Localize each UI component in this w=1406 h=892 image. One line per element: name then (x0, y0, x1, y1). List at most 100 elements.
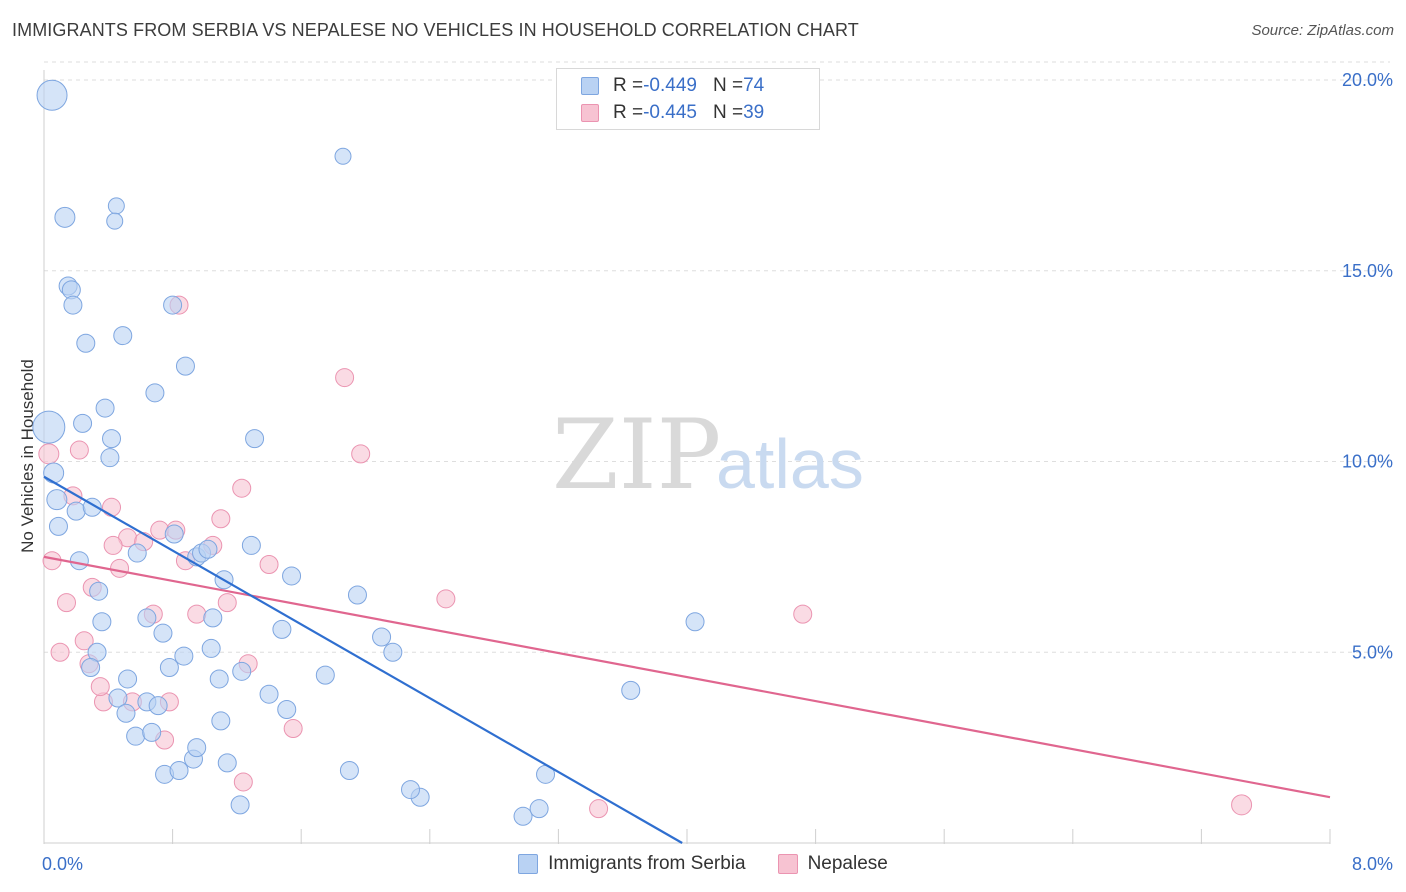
serbia-point (92, 612, 112, 632)
nepalese-points (38, 295, 1253, 819)
serbia-point (113, 326, 133, 346)
serbia-point (89, 581, 109, 601)
serbia-point (81, 658, 101, 678)
serbia-point (95, 398, 115, 418)
serbia-point (282, 566, 302, 586)
nepalese-point (50, 642, 70, 662)
serbia-points (32, 79, 705, 826)
x-tick-label: 8.0% (1352, 854, 1393, 874)
serbia-point (209, 669, 229, 689)
serbia-point (187, 738, 207, 758)
serbia-point (108, 688, 128, 708)
serbia-point (63, 295, 83, 315)
serbia-point (334, 147, 352, 165)
nepalese-point (211, 509, 231, 529)
legend-r-value: -0.449 (643, 75, 697, 96)
legend-row-serbia: R = -0.449 N = 74 (581, 73, 764, 99)
serbia-point (32, 410, 66, 444)
legend-row-nepalese: R = -0.445 N = 39 (581, 100, 764, 126)
serbia-point (621, 680, 641, 700)
series-swatch-nepalese (777, 854, 798, 874)
series-label-nepalese: Nepalese (807, 853, 888, 874)
nepalese-point (74, 631, 94, 651)
serbia-point (175, 356, 195, 376)
x-tick-label: 0.0% (42, 854, 83, 874)
tick-labels: 5.0% 10.0% 15.0% 20.0% 0.0% 8.0% (42, 70, 1393, 874)
watermark-atlas: atlas (716, 425, 864, 503)
serbia-point (46, 489, 68, 511)
grid-lines (44, 61, 1390, 653)
legend-swatch-serbia (581, 77, 599, 95)
correlation-legend: R = -0.449 N = 74 R = -0.445 N = 39 (556, 68, 820, 130)
serbia-point (211, 711, 231, 731)
serbia-point (315, 665, 335, 685)
chart-title: IMMIGRANTS FROM SERBIA VS NEPALESE NO VE… (12, 20, 859, 40)
serbia-point (116, 703, 136, 723)
serbia-point (107, 197, 125, 215)
serbia-point (100, 448, 120, 468)
serbia-point (245, 429, 265, 449)
serbia-point (372, 627, 392, 647)
serbia-point (513, 806, 533, 826)
serbia-point (217, 753, 237, 773)
serbia-point (685, 612, 705, 632)
nepalese-trend-line (43, 555, 1331, 799)
y-tick-label: 10.0% (1342, 452, 1393, 472)
serbia-point (163, 295, 183, 315)
nepalese-point (42, 551, 62, 571)
serbia-trend-line (43, 475, 683, 844)
nepalese-point (38, 443, 60, 465)
watermark-zip: ZIP (552, 399, 721, 511)
serbia-point (73, 413, 93, 433)
series-legend: Immigrants from Serbia Nepalese (0, 852, 1406, 876)
nepalese-point (335, 368, 355, 388)
serbia-point (383, 642, 403, 662)
nepalese-point (283, 719, 303, 739)
serbia-point (232, 661, 252, 681)
legend-n-label: N = (712, 102, 744, 123)
source-label: Source: ZipAtlas.com (1251, 22, 1394, 39)
nepalese-point (217, 593, 237, 613)
legend-n-value: 74 (743, 75, 765, 96)
series-swatch-serbia (518, 854, 539, 874)
watermark: ZIP atlas (552, 399, 864, 511)
serbia-point (54, 206, 76, 228)
serbia-point (153, 623, 173, 643)
y-tick-label: 15.0% (1342, 261, 1393, 281)
serbia-point (529, 799, 549, 819)
nepalese-point (110, 558, 130, 578)
y-tick-label: 5.0% (1352, 642, 1393, 662)
serbia-point (43, 462, 65, 484)
serbia-point (272, 619, 292, 639)
serbia-point (137, 608, 157, 628)
serbia-point (148, 696, 168, 716)
serbia-point (159, 658, 179, 678)
nepalese-point (187, 604, 207, 624)
legend-r-label: R = (613, 75, 644, 96)
series-legend-nepalese: Nepalese (777, 853, 888, 875)
serbia-point (118, 669, 138, 689)
series-legend-serbia: Immigrants from Serbia (518, 853, 746, 875)
nepalese-point (233, 772, 253, 792)
nepalese-point (232, 478, 252, 498)
nepalese-point (69, 440, 89, 460)
serbia-point (76, 333, 96, 353)
serbia-point (339, 761, 359, 781)
nepalese-point (259, 555, 279, 575)
serbia-point (198, 539, 218, 559)
serbia-point (164, 524, 184, 544)
legend-r-label: R = (613, 102, 644, 123)
y-tick-label: 20.0% (1342, 70, 1393, 90)
serbia-point (277, 699, 297, 719)
serbia-point (174, 646, 194, 666)
serbia-point (201, 638, 221, 658)
nepalese-point (436, 589, 456, 609)
serbia-point (106, 212, 124, 230)
serbia-point (126, 726, 146, 746)
serbia-point (69, 551, 89, 571)
serbia-point (48, 516, 68, 536)
serbia-point (145, 383, 165, 403)
nepalese-point (90, 677, 110, 697)
legend-n-value: 39 (743, 102, 765, 123)
